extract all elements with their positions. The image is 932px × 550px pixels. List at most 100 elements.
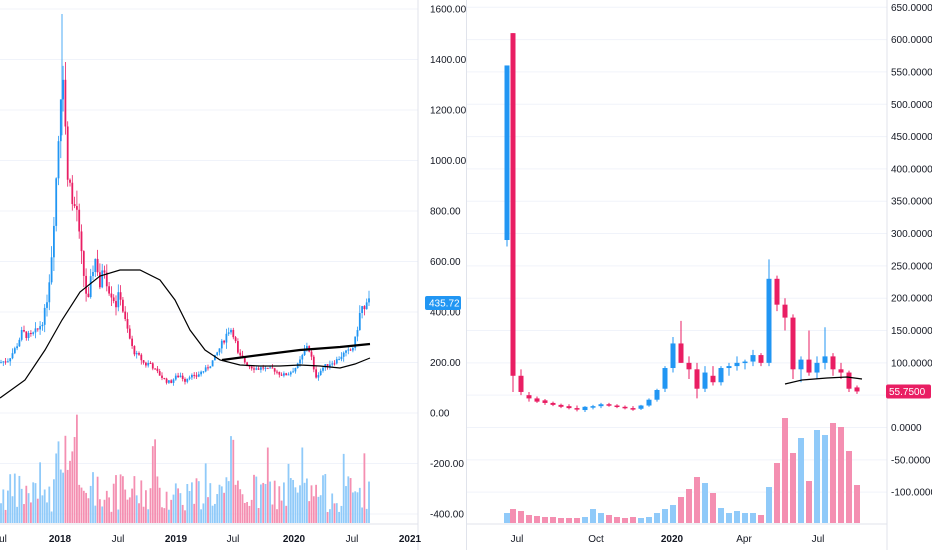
candle-body	[276, 371, 278, 373]
volume-bar	[133, 476, 136, 523]
candle-body	[518, 375, 524, 392]
x-tick-label: 2020	[661, 534, 684, 545]
candle-body	[25, 331, 28, 338]
last-price-tag	[886, 384, 931, 399]
candle-body	[814, 362, 820, 373]
candle-body	[678, 343, 684, 363]
volume-bar	[510, 509, 516, 523]
candle-body	[289, 372, 292, 375]
volume-bar	[354, 491, 357, 523]
volume-bar	[301, 447, 304, 523]
candle-body	[16, 346, 18, 349]
volume-bar	[179, 493, 182, 523]
volume-bar	[345, 486, 347, 523]
volume-bar	[358, 487, 361, 523]
volume-bar	[237, 480, 239, 523]
volume-bar	[168, 509, 170, 523]
candle-body	[191, 374, 193, 378]
volume-bar	[87, 498, 90, 523]
candle-body	[326, 364, 329, 367]
candle-body	[227, 332, 230, 334]
candle-body	[686, 362, 692, 370]
candle-body	[142, 360, 145, 363]
volume-bar	[289, 478, 292, 523]
candle-body	[223, 340, 225, 343]
candle-body	[280, 374, 283, 376]
candle-body	[331, 363, 334, 365]
candle-body	[69, 179, 71, 183]
candle-body	[347, 349, 350, 351]
candle-body	[133, 346, 136, 355]
candle-body	[269, 367, 271, 369]
candle-body	[846, 372, 852, 389]
volume-bar	[64, 435, 67, 523]
volume-bar	[191, 482, 193, 523]
candle-body	[622, 406, 628, 409]
volume-bar	[285, 505, 288, 523]
candle-body	[225, 333, 228, 343]
volume-bar	[606, 515, 612, 523]
last-price-label: 55.7500	[889, 387, 926, 398]
candle-body	[48, 282, 51, 303]
volume-bar	[18, 475, 21, 523]
candle-body	[630, 408, 636, 410]
candle-body	[614, 405, 620, 408]
candle-body	[301, 355, 304, 360]
candle-body	[188, 377, 191, 379]
candle-body	[345, 350, 347, 353]
candle-body	[838, 369, 844, 373]
volume-bar	[202, 503, 205, 523]
candle-body	[207, 367, 209, 369]
moving-average-line	[784, 376, 863, 385]
candle-body	[105, 272, 108, 287]
volume-bar	[854, 485, 860, 523]
volume-bar	[750, 513, 756, 523]
volume-bar	[9, 474, 12, 523]
candle-body	[32, 332, 35, 334]
candle-body	[197, 374, 200, 377]
volume-bar	[365, 508, 368, 523]
right-chart-canvas[interactable]: 650.0000 600.0000 550.0000 500.0000 450.0000…	[467, 0, 932, 550]
volume-bar	[846, 451, 852, 523]
candle-body	[85, 275, 87, 294]
left-chart-canvas[interactable]: 1600.00 1400.00 1200.00 1000.00 800.00 600.00…	[0, 0, 466, 550]
candle-body	[234, 337, 237, 342]
volume-bar	[209, 483, 212, 523]
y-tick-label: 600.00	[430, 257, 461, 268]
x-tick-label: 2020	[283, 534, 306, 545]
volume-bar	[2, 489, 5, 523]
volume-bar	[82, 490, 85, 523]
candle-body	[710, 375, 716, 383]
volume-bar	[310, 485, 313, 523]
volume-bar	[702, 483, 708, 523]
candle-body	[2, 361, 5, 363]
candle-body	[149, 362, 152, 364]
volume-bar	[710, 493, 716, 523]
candle-body	[324, 364, 327, 368]
y-tick-label: 1000.00	[430, 156, 466, 167]
candle-body	[55, 178, 58, 226]
candle-body	[64, 79, 67, 127]
volume-bar	[566, 518, 572, 523]
volume-bar	[34, 483, 37, 523]
volume-bar	[317, 496, 320, 523]
volume-bar	[117, 509, 120, 523]
candle-body	[99, 272, 101, 288]
volume-bar	[243, 502, 246, 523]
volume-bar	[25, 485, 28, 523]
candle-body	[23, 330, 25, 332]
candle-body	[273, 368, 276, 372]
candle-body	[27, 333, 30, 338]
right-chart-panel[interactable]: 650.0000 600.0000 550.0000 500.0000 450.0000…	[466, 0, 932, 550]
volume-bar	[59, 469, 62, 523]
candle-body	[504, 65, 510, 241]
volume-bar	[103, 499, 106, 523]
volume-bar	[110, 511, 113, 523]
candle-body	[211, 360, 214, 367]
left-chart-panel[interactable]: 1600.00 1400.00 1200.00 1000.00 800.00 600.00…	[0, 0, 466, 550]
volume-bar	[145, 490, 147, 523]
moving-average-thick-line	[221, 342, 371, 362]
volume-bar	[260, 484, 262, 523]
volume-bar	[670, 505, 676, 523]
x-tick-label: 2018	[49, 534, 72, 545]
